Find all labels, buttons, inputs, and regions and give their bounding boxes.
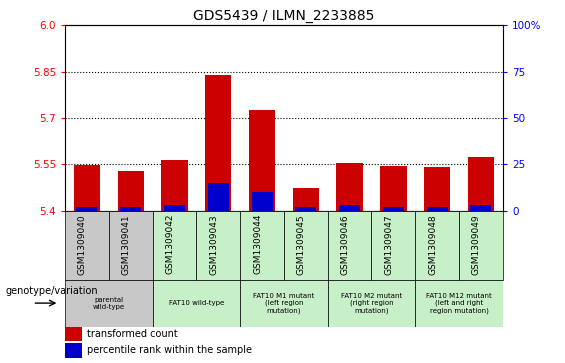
Text: genotype/variation: genotype/variation — [6, 286, 98, 296]
Title: GDS5439 / ILMN_2233885: GDS5439 / ILMN_2233885 — [193, 9, 375, 23]
Bar — [162, 160, 188, 211]
Bar — [205, 76, 232, 211]
Bar — [339, 205, 360, 211]
Text: FAT10 wild-type: FAT10 wild-type — [169, 300, 224, 306]
Bar — [372, 211, 415, 280]
Text: percentile rank within the sample: percentile rank within the sample — [87, 345, 252, 355]
Text: GSM1309041: GSM1309041 — [121, 214, 131, 275]
Bar — [328, 211, 372, 280]
Bar — [328, 280, 415, 327]
Bar — [240, 211, 284, 280]
Bar — [459, 211, 503, 280]
Text: GSM1309043: GSM1309043 — [209, 214, 218, 275]
Bar — [295, 207, 316, 211]
Bar — [65, 211, 109, 280]
Bar — [153, 280, 240, 327]
Text: GSM1309047: GSM1309047 — [384, 214, 393, 275]
Bar — [380, 166, 406, 211]
Bar — [284, 211, 328, 280]
Bar — [293, 188, 319, 211]
Text: GSM1309040: GSM1309040 — [78, 214, 87, 275]
Bar — [336, 163, 363, 211]
Bar — [424, 167, 450, 211]
Bar — [164, 205, 185, 211]
Bar — [468, 156, 494, 211]
Bar — [427, 207, 447, 211]
Bar — [249, 110, 275, 211]
Bar — [251, 192, 272, 211]
Bar — [120, 207, 141, 211]
Text: FAT10 M2 mutant
(right region
mutation): FAT10 M2 mutant (right region mutation) — [341, 293, 402, 314]
Text: transformed count: transformed count — [87, 329, 177, 339]
Text: GSM1309044: GSM1309044 — [253, 214, 262, 274]
Text: GSM1309048: GSM1309048 — [428, 214, 437, 275]
Bar — [415, 280, 503, 327]
Bar — [153, 211, 197, 280]
Text: parental
wild-type: parental wild-type — [93, 297, 125, 310]
Bar — [65, 280, 153, 327]
Text: GSM1309049: GSM1309049 — [472, 214, 481, 275]
Bar — [118, 171, 144, 211]
Bar — [76, 207, 97, 211]
Text: GSM1309046: GSM1309046 — [341, 214, 350, 275]
Bar — [383, 207, 404, 211]
Bar — [65, 327, 82, 341]
Bar — [415, 211, 459, 280]
Text: FAT10 M1 mutant
(left region
mutation): FAT10 M1 mutant (left region mutation) — [253, 293, 315, 314]
Bar — [208, 183, 229, 211]
Bar — [65, 343, 82, 358]
Bar — [108, 211, 153, 280]
Bar — [73, 165, 100, 211]
Bar — [240, 280, 328, 327]
Bar — [197, 211, 240, 280]
Text: GSM1309042: GSM1309042 — [166, 214, 175, 274]
Text: GSM1309045: GSM1309045 — [297, 214, 306, 275]
Bar — [471, 205, 492, 211]
Text: FAT10 M12 mutant
(left and right
region mutation): FAT10 M12 mutant (left and right region … — [426, 293, 492, 314]
